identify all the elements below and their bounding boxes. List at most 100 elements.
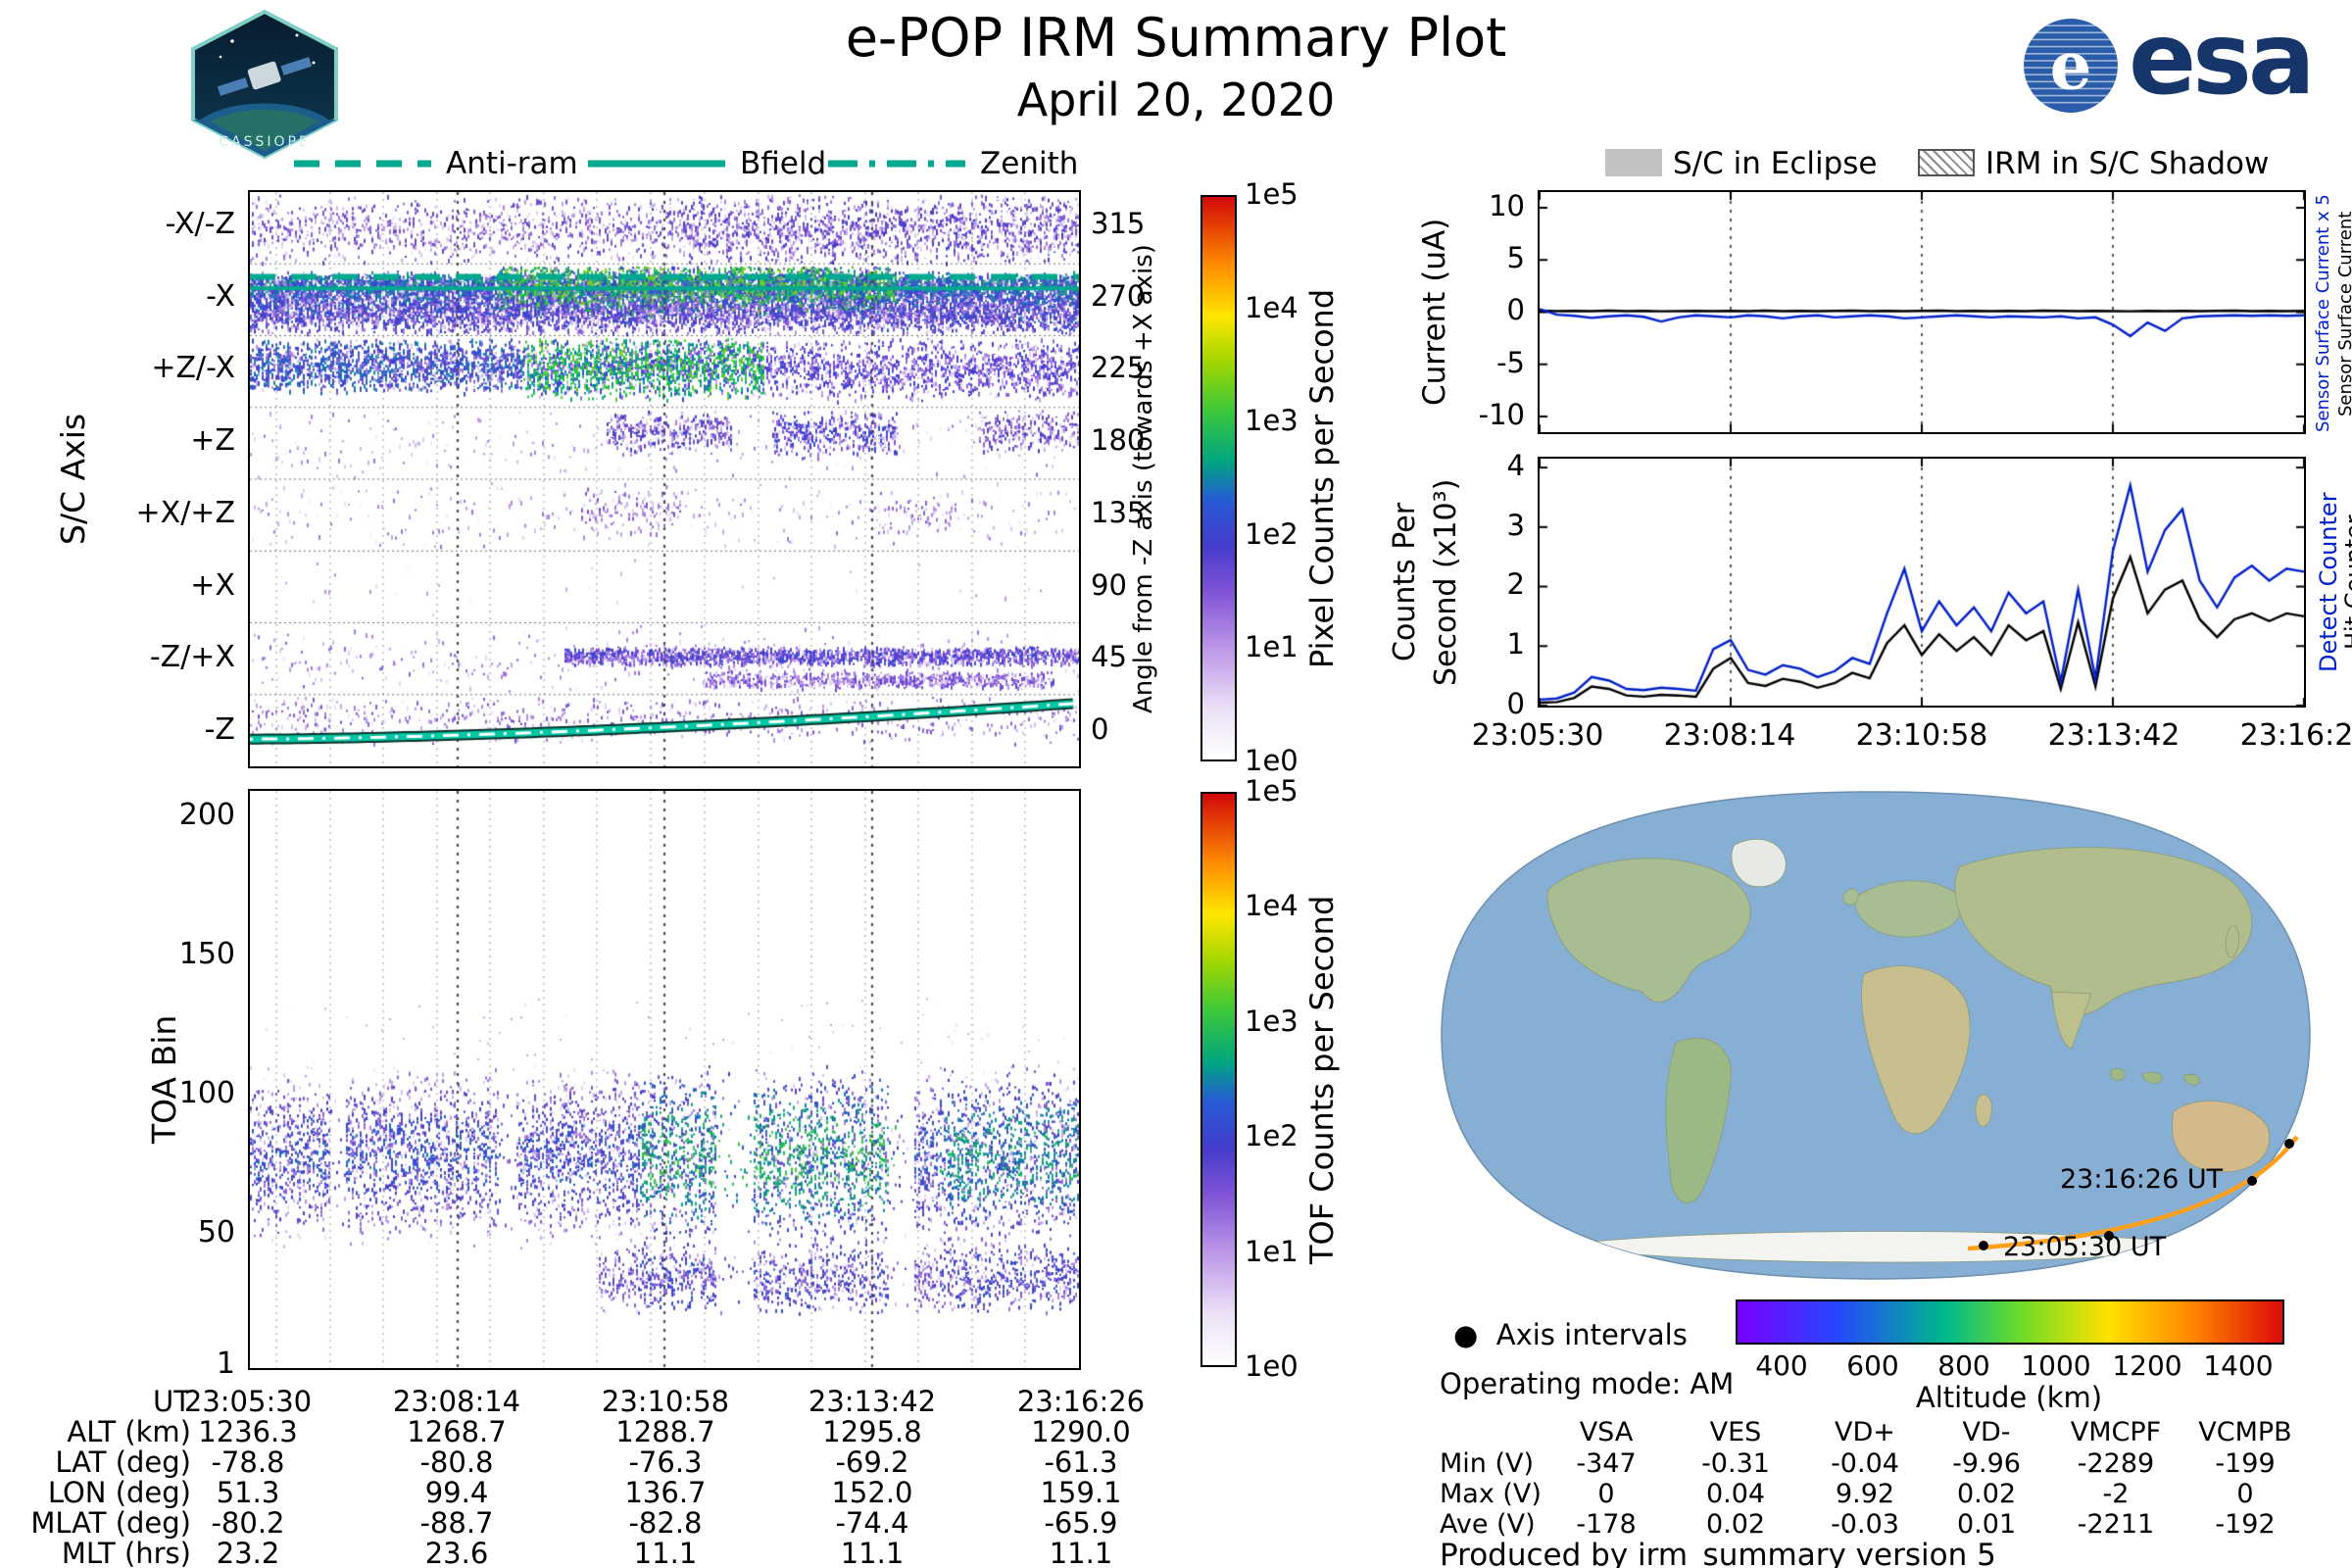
ephemeris-value: -76.3 [628,1446,703,1479]
tof-colorbar-canvas [1202,794,1235,1365]
page-date: April 20, 2020 [1016,74,1336,126]
altitude-colorbar-label: Altitude (km) [1915,1381,2103,1414]
counts-xtick-label: 23:10:58 [1855,718,1988,753]
ephemeris-value: 11.1 [1049,1537,1113,1568]
voltage-value: -0.31 [1701,1448,1770,1479]
orbit-track [1967,1135,2299,1251]
ephemeris-value: 23:08:14 [392,1385,521,1418]
voltage-value: 9.92 [1835,1479,1895,1509]
toa-spectrogram-canvas [250,791,1079,1368]
toa-ytick-label: 100 [178,1076,235,1110]
voltage-column-header: VSA [1579,1417,1634,1447]
ephemeris-value: 1268.7 [407,1415,507,1448]
sc-axis-spectrogram-canvas [250,192,1079,766]
voltage-value: -178 [1576,1509,1637,1540]
counts-plot-panel [1538,457,2306,708]
ephemeris-row-label: LAT (deg) [55,1446,191,1479]
antiram-legend-label: Anti-ram [446,146,578,181]
current-plot-canvas [1540,192,2304,432]
angle-tick-label: 180 [1091,423,1146,457]
ephemeris-value: -74.4 [835,1506,909,1540]
sc-axis-spectrogram-panel [248,190,1081,768]
sc-axis-row-label: -Z [204,712,235,747]
pixel-colorbar-canvas [1202,197,1235,760]
ephemeris-value: -82.8 [628,1506,703,1540]
voltage-value: -2 [2102,1479,2130,1509]
ephemeris-value: -80.2 [211,1506,285,1540]
produced-by-label: Produced by irm_summary version 5 [1440,1538,1996,1568]
tof-colorbar-tick: 1e2 [1245,1119,1298,1152]
ephemeris-row-label: LON (deg) [47,1476,191,1509]
operating-mode-label: Operating mode: AM [1440,1367,1735,1400]
angle-tick-label: 270 [1091,279,1146,313]
ephemeris-value: 1295.8 [822,1415,922,1448]
sc-axis-row-label: -X/-Z [165,207,235,241]
voltage-value: -9.96 [1952,1448,2021,1479]
voltage-column-header: VMCPF [2070,1417,2162,1447]
tof-colorbar-tick: 1e5 [1245,774,1298,808]
ephemeris-value: -65.9 [1044,1506,1118,1540]
antiram-legend-line-icon [294,160,431,168]
pixel-colorbar [1200,195,1237,761]
altitude-tick-label: 1400 [2203,1349,2274,1382]
counts-plot-canvas [1540,459,2304,706]
voltage-value: 0.01 [1956,1509,2017,1540]
angle-tick-label: 0 [1091,712,1109,746]
angle-tick-label: 315 [1091,207,1146,240]
altitude-tick-label: 400 [1755,1349,1808,1382]
eclipse-swatch [1605,149,1662,176]
bfield-legend-label: Bfield [740,146,827,181]
ephemeris-value: 11.1 [840,1537,905,1568]
ephemeris-value: -80.8 [419,1446,494,1479]
current-ylabel: Current (uA) [1417,218,1452,407]
toa-ytick-label: 1 [216,1347,235,1381]
sc-axis-row-label: -Z/+X [149,640,235,674]
ephemeris-value: 23.6 [424,1537,489,1568]
shadow-swatch [1918,149,1975,176]
counts-ytick-label: 4 [1506,449,1525,482]
altitude-tick-label: 1000 [2021,1349,2091,1382]
counts-xtick-label: 23:05:30 [1471,718,1604,753]
voltage-value: -2211 [2077,1509,2155,1540]
counts-ytick-label: 2 [1506,567,1525,601]
sc-axis-row-label: +X [190,568,235,603]
voltage-row-label: Min (V) [1440,1448,1535,1479]
ephemeris-value: 23:05:30 [183,1385,313,1418]
orbit-interval-dot [2247,1176,2257,1186]
ephemeris-value: 23:16:26 [1016,1385,1146,1418]
ephemeris-value: 152.0 [831,1476,913,1509]
altitude-colorbar [1736,1299,2284,1345]
voltage-value: -347 [1576,1448,1637,1479]
voltage-value: -199 [2215,1448,2276,1479]
ephemeris-row-label: MLT (hrs) [61,1537,191,1568]
ephemeris-value: 1290.0 [1031,1415,1131,1448]
tof-colorbar-tick: 1e3 [1245,1004,1298,1038]
pixel-colorbar-tick: 1e3 [1245,404,1298,437]
counts-ylabel-line1: Counts Per [1388,502,1422,662]
pixel-colorbar-tick: 1e4 [1245,291,1298,324]
current-ytick-label: -10 [1478,398,1525,431]
toa-spectrogram-panel [248,789,1081,1370]
pixel-colorbar-label: Pixel Counts per Second [1303,288,1341,668]
current-ytick-label: 5 [1506,241,1525,274]
toa-ytick-label: 200 [178,798,235,832]
angle-tick-label: 45 [1091,640,1127,673]
axis-interval-dot-icon: ● [1453,1318,1479,1351]
angle-tick-label: 225 [1091,351,1146,384]
ephemeris-row-label: MLAT (deg) [30,1506,191,1540]
altitude-tick-label: 800 [1937,1349,1990,1382]
esa-wordmark: esa [2129,1,2316,118]
voltage-value: 0 [1597,1479,1615,1509]
sc-axis-row-label: +X/+Z [135,496,235,530]
voltage-column-header: VCMPB [2198,1417,2292,1447]
voltage-column-header: VD+ [1835,1417,1895,1447]
current-ytick-label: 10 [1489,189,1525,222]
current-plot-panel [1538,190,2306,434]
current-ytick-label: 0 [1506,293,1525,326]
voltage-value: 0.02 [1705,1509,1766,1540]
voltage-column-header: VD- [1962,1417,2011,1447]
voltage-value: -0.04 [1831,1448,1899,1479]
orbit-end-dot [2284,1139,2294,1149]
altitude-tick-label: 600 [1846,1349,1899,1382]
